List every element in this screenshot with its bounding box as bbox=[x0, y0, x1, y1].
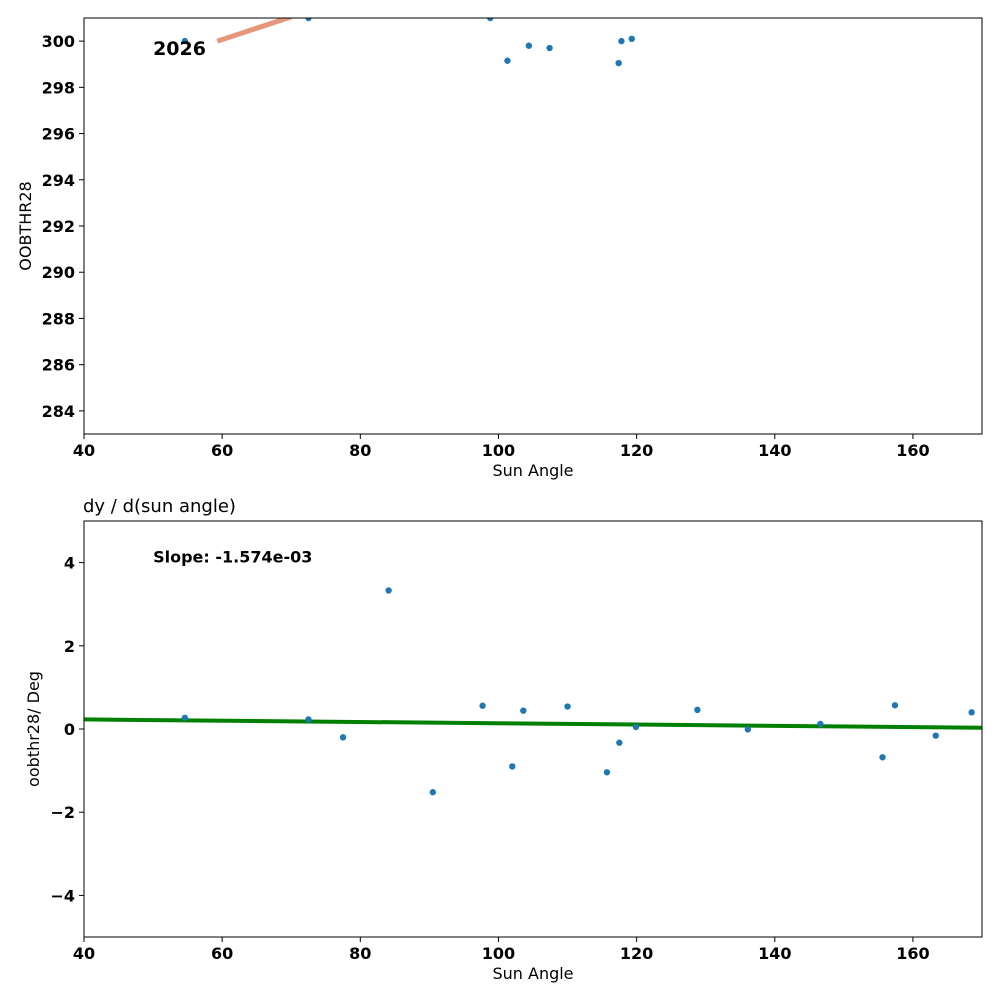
top-plot-area bbox=[181, 18, 635, 67]
bottom-plot-area bbox=[84, 587, 982, 796]
x-tick-label: 60 bbox=[211, 944, 233, 963]
data-point bbox=[891, 702, 899, 709]
data-point bbox=[879, 754, 886, 761]
x-tick-label: 80 bbox=[349, 441, 371, 460]
top-y-axis-label: OOBTHR28 bbox=[16, 181, 35, 270]
bottom-chart-marks bbox=[84, 587, 982, 796]
y-tick-label: 292 bbox=[42, 217, 75, 236]
y-tick-label: −4 bbox=[50, 886, 75, 905]
top-year-annotation: 2026 bbox=[153, 38, 206, 60]
x-tick-label: 140 bbox=[758, 441, 791, 460]
y-tick-label: 288 bbox=[42, 309, 75, 328]
data-point bbox=[628, 35, 635, 42]
y-tick-label: 294 bbox=[42, 171, 75, 190]
data-point bbox=[339, 734, 347, 741]
bottom-chart-title: dy / d(sun angle) bbox=[83, 496, 236, 517]
x-tick-label: 40 bbox=[73, 944, 95, 963]
data-point bbox=[932, 732, 939, 739]
trend-line bbox=[216, 18, 293, 44]
bottom-x-axis-label: Sun Angle bbox=[492, 964, 573, 983]
top-plot-frame bbox=[83, 17, 983, 435]
data-point bbox=[181, 37, 189, 45]
data-point bbox=[520, 707, 527, 714]
x-tick-label: 120 bbox=[620, 441, 653, 460]
data-point bbox=[632, 723, 640, 731]
top-x-ticks: 40 60 80 100 120 140 160 bbox=[73, 434, 930, 460]
x-tick-label: 160 bbox=[896, 441, 929, 460]
data-point bbox=[616, 739, 623, 746]
data-point bbox=[603, 769, 611, 776]
y-tick-label: 0 bbox=[64, 720, 75, 739]
fit-line bbox=[84, 717, 982, 730]
y-tick-label: 284 bbox=[42, 402, 75, 421]
data-point bbox=[305, 716, 312, 723]
data-point bbox=[968, 709, 975, 716]
bottom-y-axis-label: oobthr28/ Deg bbox=[24, 671, 43, 787]
data-point bbox=[509, 763, 516, 770]
x-tick-label: 80 bbox=[349, 944, 371, 963]
x-tick-label: 40 bbox=[73, 441, 95, 460]
bottom-chart: dy / d(sun angle) 40 60 80 100 120 140 160 −4−… bbox=[24, 496, 983, 983]
x-tick-label: 120 bbox=[620, 944, 653, 963]
data-point bbox=[479, 702, 486, 709]
y-tick-label: 298 bbox=[42, 78, 75, 97]
data-point bbox=[181, 714, 189, 721]
y-tick-label: 2 bbox=[64, 637, 75, 656]
data-point bbox=[429, 789, 437, 796]
x-tick-label: 60 bbox=[211, 441, 233, 460]
y-tick-label: 290 bbox=[42, 263, 75, 282]
data-point bbox=[486, 18, 494, 22]
y-tick-label: −2 bbox=[50, 803, 75, 822]
data-point bbox=[744, 726, 752, 733]
x-tick-label: 160 bbox=[896, 944, 929, 963]
top-chart: 40 60 80 100 120 140 160 284 286 288 290 292 294 296… bbox=[16, 17, 983, 480]
top-chart-marks bbox=[181, 18, 635, 67]
x-tick-label: 140 bbox=[758, 944, 791, 963]
x-tick-label: 100 bbox=[482, 944, 515, 963]
top-y-ticks: 284 286 288 290 292 294 296 298 300 bbox=[42, 32, 84, 421]
data-point bbox=[385, 587, 392, 594]
bottom-plot-frame bbox=[83, 520, 983, 938]
data-point bbox=[525, 42, 533, 49]
data-point bbox=[305, 18, 312, 22]
data-point bbox=[694, 706, 701, 714]
data-point bbox=[817, 720, 824, 728]
y-tick-label: 4 bbox=[64, 554, 75, 573]
bottom-y-ticks: −4 −2 0 2 4 bbox=[50, 554, 84, 905]
data-point bbox=[546, 44, 553, 52]
data-point bbox=[618, 37, 625, 45]
top-x-axis-label: Sun Angle bbox=[492, 461, 573, 480]
data-point bbox=[504, 57, 511, 64]
bottom-x-ticks: 40 60 80 100 120 140 160 bbox=[73, 937, 930, 963]
slope-annotation: Slope: -1.574e-03 bbox=[153, 548, 312, 567]
x-tick-label: 100 bbox=[482, 441, 515, 460]
y-tick-label: 286 bbox=[42, 356, 75, 375]
y-tick-label: 300 bbox=[42, 32, 75, 51]
y-tick-label: 296 bbox=[42, 125, 75, 144]
data-point bbox=[564, 703, 571, 710]
data-point bbox=[615, 59, 622, 67]
